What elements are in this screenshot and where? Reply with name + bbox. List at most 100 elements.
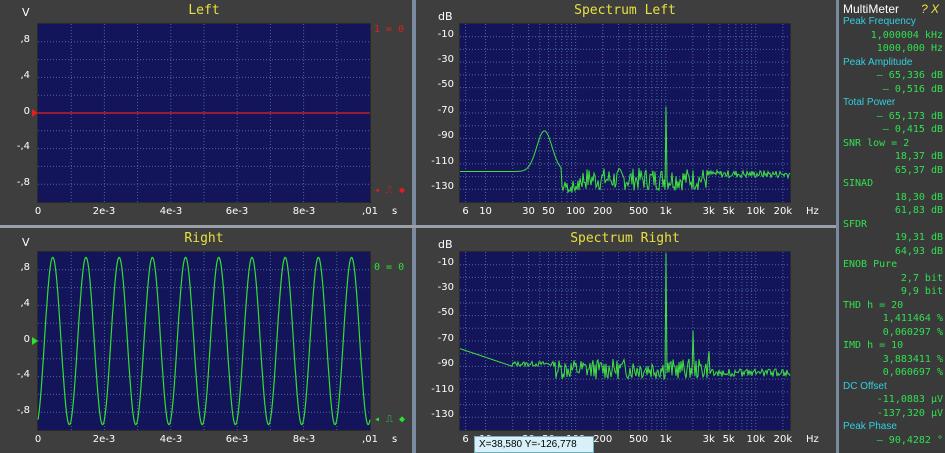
spec-right-y-tick: -110 <box>431 384 454 395</box>
spectrum-x-tick: 30 <box>522 206 535 217</box>
spectrum-x-tick: 3k <box>702 206 715 217</box>
right-y-tick: -,8 <box>16 405 30 416</box>
spectrum-x-tick: 10k <box>746 206 766 217</box>
right-y-tick: -,4 <box>16 369 30 380</box>
spectrum-x-tick: 1k <box>659 434 672 445</box>
spec-left-y-tick: -10 <box>437 29 454 40</box>
left-y-tick: 0 <box>23 106 30 117</box>
cursor-coordinate-readout: X=38,580 Y=-126,778 <box>474 436 594 453</box>
multimeter-value: – 0,415 dB <box>882 124 943 135</box>
spectrum-x-tick: 20k <box>773 206 793 217</box>
multimeter-label: Peak Amplitude <box>843 56 913 68</box>
left-x-tick: 6e-3 <box>225 206 249 217</box>
spectrum-right-line <box>459 253 791 381</box>
left-y-tick: -,8 <box>16 177 30 188</box>
spectrum-left-plot[interactable] <box>459 23 791 203</box>
spectrum-x-tick: 5k <box>722 434 735 445</box>
spectrum-left-title: Spectrum Left <box>574 3 676 18</box>
left-channel-marker[interactable]: 1 = 0 <box>374 24 405 35</box>
left-scope-panel: Left V ,8 ,4 0 -,4 -,8 0 2e-3 4e-3 6e-3 … <box>0 0 412 225</box>
multimeter-value: 3,883411 % <box>882 353 943 365</box>
spec-right-x-unit: Hz <box>806 434 819 445</box>
multimeter-help-close-icons[interactable]: ? X <box>920 2 939 16</box>
multimeter-value: 2,7 bit <box>900 272 943 284</box>
right-x-tick: 8e-3 <box>292 434 316 445</box>
multimeter-title: MultiMeter <box>843 2 900 16</box>
spectrum-x-tick: 500 <box>629 206 649 217</box>
multimeter-value: – 65,173 dB <box>876 110 943 122</box>
spectrum-right-unit: dB <box>438 238 453 251</box>
multimeter-label: SNR low = 2 <box>843 137 910 149</box>
left-scope-trace <box>38 24 370 202</box>
right-x-tick: 0 <box>34 434 42 445</box>
spectrum-x-tick: 500 <box>629 434 649 445</box>
right-scope-unit: V <box>22 236 30 249</box>
multimeter-label: THD h = 20 <box>843 299 904 311</box>
multimeter-value: – 90,4282 ° <box>876 434 943 446</box>
multimeter-value: 1,411464 % <box>882 313 943 324</box>
spec-left-y-tick: -110 <box>431 156 454 167</box>
left-y-tick: -,4 <box>16 141 30 152</box>
multimeter-value: 0,060297 % <box>882 326 943 338</box>
right-trigger-controls[interactable]: ◂ ⎍ ◆ <box>374 414 406 425</box>
spectrum-x-tick: 6 <box>462 434 469 445</box>
multimeter-value: -137,320 µV <box>876 407 943 419</box>
left-y-tick: ,8 <box>20 34 30 45</box>
multimeter-value: 61,83 dB <box>894 205 943 216</box>
right-scope-panel: Right V ,8 ,4 0 -,4 -,8 0 2e-3 4e-3 6e-3… <box>0 228 412 453</box>
left-x-tick: 4e-3 <box>159 206 183 217</box>
spectrum-x-tick: 200 <box>593 206 613 217</box>
multimeter-value: – 65,336 dB <box>876 70 943 81</box>
multimeter-label: Peak Phase <box>843 421 897 432</box>
spectrum-right-trace <box>459 252 791 430</box>
right-x-tick: 4e-3 <box>159 434 183 445</box>
left-x-unit: s <box>392 206 398 217</box>
right-signal-trace <box>37 256 371 426</box>
left-x-tick: 2e-3 <box>92 206 116 217</box>
left-x-tick: 0 <box>34 206 42 217</box>
left-scope-unit: V <box>22 6 30 19</box>
multimeter-value: 9,9 bit <box>900 286 943 297</box>
spectrum-x-tick: 20k <box>773 434 793 445</box>
multimeter-title-bar: MultiMeter ? X <box>843 2 943 16</box>
left-scope-title: Left <box>188 3 220 18</box>
multimeter-value: 18,30 dB <box>894 191 943 203</box>
left-scope-plot[interactable] <box>37 23 371 203</box>
right-y-tick: ,4 <box>20 298 30 309</box>
spec-left-y-tick: -30 <box>437 54 454 65</box>
right-scope-plot[interactable] <box>37 251 371 431</box>
spectrum-left-line <box>460 106 791 194</box>
spectrum-left-trace <box>460 24 791 202</box>
spectrum-x-tick: 50 <box>542 206 555 217</box>
spectrum-x-tick: 10 <box>479 206 492 217</box>
spec-right-y-tick: -70 <box>437 333 454 344</box>
spectrum-x-tick: 1k <box>659 206 672 217</box>
left-x-tick: 8e-3 <box>292 206 316 217</box>
spec-left-y-tick: -70 <box>437 105 454 116</box>
spec-right-y-tick: -10 <box>437 257 454 268</box>
spectrum-right-title: Spectrum Right <box>570 231 680 246</box>
multimeter-label: SFDR <box>843 218 868 230</box>
spec-right-y-tick: -50 <box>437 307 454 318</box>
multimeter-value: 0,060697 % <box>882 367 943 378</box>
left-trigger-controls[interactable]: ◂ ⎍ ◆ <box>374 185 406 196</box>
horizontal-splitter[interactable] <box>0 225 836 228</box>
spectrum-right-plot[interactable] <box>459 251 791 431</box>
multimeter-value: 64,93 dB <box>894 245 943 257</box>
right-channel-marker[interactable]: 0 = 0 <box>374 262 405 273</box>
spectrum-left-unit: dB <box>438 10 453 23</box>
multimeter-splitter[interactable] <box>836 0 839 453</box>
right-y-tick: ,8 <box>20 262 30 273</box>
spec-left-y-tick: -130 <box>431 181 454 192</box>
right-zero-marker <box>32 337 38 345</box>
right-x-tick: 2e-3 <box>92 434 116 445</box>
multimeter-label: Total Power <box>843 97 896 108</box>
multimeter-label: Peak Frequency <box>843 16 916 27</box>
spectrum-left-panel: Spectrum Left dB -10 -30 -50 -70 -90 -11… <box>416 0 836 225</box>
multimeter-value: 65,37 dB <box>894 164 943 176</box>
left-y-tick: ,4 <box>20 70 30 81</box>
multimeter-label: ENOB Pure <box>843 259 898 270</box>
spec-right-y-tick: -30 <box>437 282 454 293</box>
spec-left-x-unit: Hz <box>806 206 819 217</box>
left-zero-marker <box>32 109 38 117</box>
